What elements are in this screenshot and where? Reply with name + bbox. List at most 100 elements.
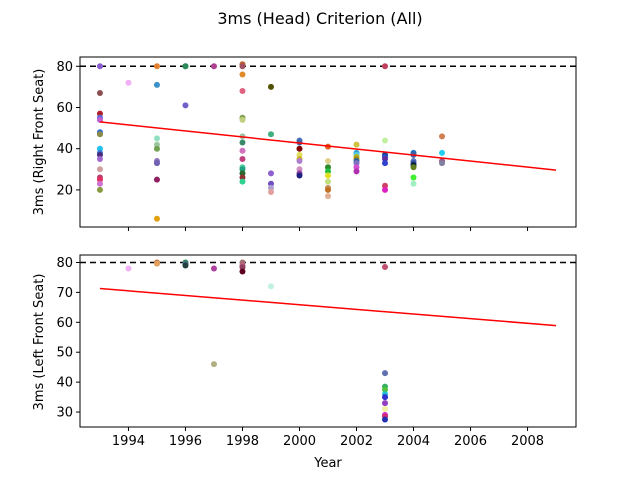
data-point [325, 178, 331, 185]
data-point [382, 400, 389, 407]
chart-title: 3ms (Head) Criterion (All) [217, 9, 422, 28]
y-tick-label: 60 [56, 101, 73, 116]
bottom-axes-frame [79, 254, 577, 428]
data-point [239, 268, 246, 275]
y-tick-label: 40 [56, 376, 73, 391]
data-point [153, 135, 160, 142]
data-point [96, 131, 103, 138]
data-point [239, 71, 246, 78]
data-point [353, 168, 360, 175]
data-point [153, 141, 160, 148]
data-point [382, 406, 389, 413]
y-tick-label: 80 [56, 256, 73, 271]
data-point [439, 149, 446, 156]
data-point [296, 158, 303, 165]
data-point [239, 156, 246, 162]
data-point [182, 102, 189, 109]
data-point [382, 386, 389, 393]
data-point [153, 145, 160, 152]
data-point [296, 172, 303, 179]
data-point [96, 90, 103, 97]
data-point [267, 180, 274, 187]
x-tick-label: 2002 [340, 434, 373, 449]
data-point [382, 370, 389, 377]
data-point [239, 264, 246, 271]
data-point [267, 188, 274, 195]
data-point [239, 166, 246, 173]
data-point [153, 260, 160, 267]
data-point [382, 137, 389, 144]
data-point [96, 110, 103, 117]
data-point [353, 141, 360, 148]
data-point [382, 156, 389, 162]
data-point [153, 215, 160, 222]
data-point [96, 176, 103, 183]
data-point [410, 164, 417, 171]
x-axis: 1994 1996 1998 2000 2002 2004 2006 2008 [112, 434, 544, 449]
data-point [96, 145, 103, 152]
data-point [182, 262, 189, 269]
x-tick-label: 1996 [169, 434, 202, 449]
data-point [125, 79, 132, 86]
y-tick-label: 20 [56, 183, 73, 198]
x-axis-label: Year [313, 456, 342, 471]
data-point [182, 63, 189, 70]
data-point [96, 151, 103, 158]
data-point [96, 156, 103, 162]
data-point [239, 147, 246, 154]
data-point [267, 184, 274, 191]
data-point [382, 186, 389, 193]
data-point [325, 168, 331, 175]
data-point [96, 166, 103, 173]
data-point [239, 139, 246, 146]
top-axes-frame [79, 56, 577, 228]
data-point [325, 158, 331, 165]
data-point [325, 164, 331, 171]
x-tick-label: 1998 [226, 434, 259, 449]
data-point [239, 178, 246, 185]
data-point [210, 63, 217, 70]
data-point [325, 193, 331, 200]
y-tick-label: 60 [56, 316, 73, 331]
data-point [382, 160, 389, 167]
y-tick-label: 40 [56, 142, 73, 157]
data-point [153, 81, 160, 88]
data-point [153, 176, 160, 183]
data-point [153, 63, 160, 70]
x-tick-label: 2008 [511, 434, 544, 449]
data-point [353, 164, 360, 171]
data-point [96, 180, 103, 187]
data-point [239, 63, 246, 70]
data-point [410, 180, 417, 187]
y-tick-label: 50 [56, 346, 73, 361]
bottom-ylabel: 3ms (Left Front Seat) [32, 274, 47, 411]
data-point [96, 63, 103, 70]
x-tick-label: 2004 [397, 434, 430, 449]
data-point [239, 174, 246, 181]
data-point [296, 151, 303, 158]
data-point [125, 265, 132, 272]
data-point [296, 145, 303, 152]
data-point [439, 133, 446, 140]
data-point [325, 186, 331, 193]
data-point [382, 182, 389, 189]
top-ylabel: 3ms (Right Front Seat) [32, 69, 47, 216]
data-point [267, 131, 274, 138]
bottom-subplot: 3ms (Left Front Seat) 30 40 50 60 70 80 [32, 254, 577, 431]
y-tick-label: 30 [56, 406, 73, 421]
data-point [239, 116, 246, 123]
data-point [153, 160, 160, 167]
data-point [239, 88, 246, 94]
top-subplot: 3ms (Right Front Seat) 20 40 60 80 [32, 56, 577, 231]
trend-line [99, 121, 557, 171]
y-tick-label: 70 [56, 286, 73, 301]
data-point [239, 170, 246, 177]
data-point [267, 83, 274, 90]
data-point [410, 174, 417, 181]
data-point [210, 361, 217, 368]
data-point [267, 170, 274, 177]
data-point [210, 265, 217, 272]
data-point [439, 160, 446, 167]
x-tick-label: 2006 [454, 434, 487, 449]
